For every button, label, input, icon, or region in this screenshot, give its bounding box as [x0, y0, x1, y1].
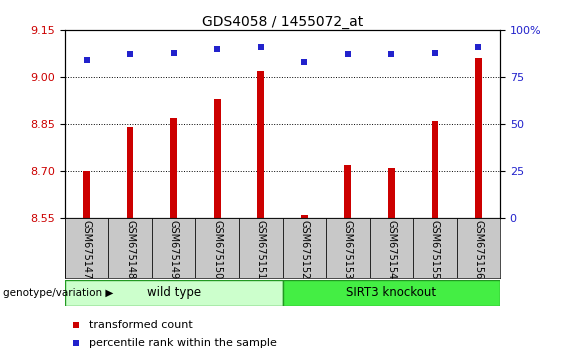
Bar: [171, 118, 177, 218]
Bar: [152, 218, 195, 278]
Bar: [239, 218, 282, 278]
Point: [343, 52, 353, 57]
Bar: [258, 71, 264, 218]
Bar: [127, 127, 133, 218]
Bar: [432, 121, 438, 218]
Bar: [84, 171, 90, 218]
Text: SIRT3 knockout: SIRT3 knockout: [346, 286, 436, 299]
Text: GSM675152: GSM675152: [299, 219, 309, 279]
Bar: [345, 165, 351, 218]
Text: transformed count: transformed count: [89, 320, 193, 330]
Point: [71, 341, 80, 346]
Bar: [370, 218, 413, 278]
Bar: [108, 218, 152, 278]
Text: GSM675156: GSM675156: [473, 219, 483, 279]
Text: GSM675154: GSM675154: [386, 219, 396, 279]
Bar: [65, 280, 282, 306]
Bar: [282, 218, 326, 278]
Point: [386, 52, 396, 57]
Point: [431, 50, 440, 56]
Point: [257, 44, 266, 50]
Text: percentile rank within the sample: percentile rank within the sample: [89, 338, 277, 348]
Text: GSM675148: GSM675148: [125, 219, 135, 279]
Bar: [326, 218, 370, 278]
Bar: [413, 218, 457, 278]
Bar: [457, 218, 500, 278]
Text: GSM675147: GSM675147: [82, 219, 92, 279]
Text: GSM675151: GSM675151: [256, 219, 266, 279]
Text: GSM675150: GSM675150: [212, 219, 222, 279]
Text: GSM675149: GSM675149: [169, 219, 179, 279]
Bar: [195, 218, 239, 278]
Point: [473, 44, 483, 50]
Point: [170, 50, 179, 56]
Bar: [475, 58, 481, 218]
Point: [126, 52, 135, 57]
Point: [82, 57, 92, 63]
Bar: [301, 215, 307, 218]
Bar: [214, 99, 220, 218]
Text: genotype/variation ▶: genotype/variation ▶: [3, 288, 113, 298]
Text: wild type: wild type: [147, 286, 201, 299]
Point: [299, 59, 308, 65]
Bar: [65, 218, 108, 278]
Point: [71, 322, 80, 328]
Point: [212, 46, 221, 52]
Bar: [388, 168, 394, 218]
Bar: [282, 280, 500, 306]
Text: GSM675153: GSM675153: [343, 219, 353, 279]
Title: GDS4058 / 1455072_at: GDS4058 / 1455072_at: [202, 15, 363, 29]
Text: GSM675155: GSM675155: [430, 219, 440, 279]
